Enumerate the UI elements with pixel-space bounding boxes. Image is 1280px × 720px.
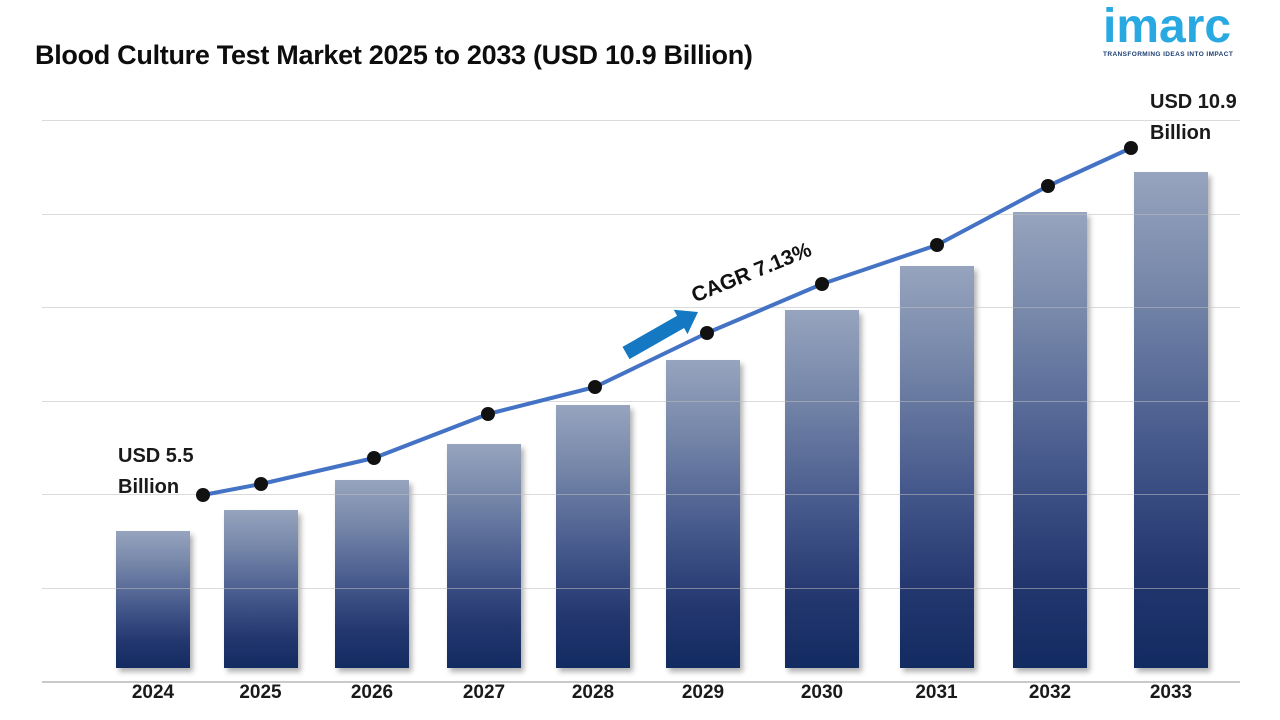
bar-2025 bbox=[223, 510, 298, 668]
start-value-label: USD 5.5 Billion bbox=[118, 441, 194, 503]
end-value-label: USD 10.9 Billion bbox=[1150, 87, 1237, 149]
bar-2030 bbox=[785, 310, 859, 668]
year-label-2028: 2028 bbox=[571, 682, 615, 703]
gridline-4 bbox=[42, 400, 1240, 402]
line-point-2026 bbox=[367, 451, 381, 465]
imarc-logo: imarc TRANSFORMING IDEAS INTO IMPACT bbox=[1103, 0, 1253, 58]
line-point-2031 bbox=[930, 238, 944, 252]
year-label-2024: 2024 bbox=[131, 682, 175, 703]
gridline-5 bbox=[42, 494, 1240, 495]
gridline-2 bbox=[42, 213, 1240, 215]
line-point-2025 bbox=[254, 477, 268, 491]
bar-2029 bbox=[666, 360, 740, 668]
bar-2027 bbox=[447, 444, 521, 668]
line-point-2028 bbox=[588, 380, 602, 394]
chart-title: Blood Culture Test Market 2025 to 2033 (… bbox=[35, 40, 753, 70]
imarc-logo-tagline: TRANSFORMING IDEAS INTO IMPACT bbox=[1103, 50, 1234, 58]
bar-2031 bbox=[899, 266, 974, 668]
year-label-2032: 2032 bbox=[1028, 682, 1072, 703]
imarc-logo-wordmark: imarc bbox=[1103, 0, 1232, 53]
line-point-2024 bbox=[196, 488, 210, 502]
year-label-2027: 2027 bbox=[462, 682, 506, 703]
bar-2024 bbox=[116, 531, 190, 668]
start-value-line2: Billion bbox=[118, 476, 180, 498]
gridline-1 bbox=[42, 120, 1240, 121]
bar-2033 bbox=[1134, 172, 1208, 668]
x-axis-line bbox=[42, 681, 1240, 683]
line-point-2033 bbox=[1124, 141, 1138, 155]
year-label-2026: 2026 bbox=[350, 682, 394, 703]
line-point-2030 bbox=[815, 277, 829, 291]
gridline-3 bbox=[42, 307, 1240, 308]
end-value-line1: USD 10.9 bbox=[1150, 91, 1237, 113]
year-label-2031: 2031 bbox=[915, 682, 958, 703]
gridline-6 bbox=[42, 587, 1240, 589]
growth-arrow-icon bbox=[622, 309, 698, 360]
trend-line bbox=[201, 146, 1133, 497]
line-point-2027 bbox=[481, 407, 495, 421]
year-label-2033: 2033 bbox=[1149, 682, 1193, 703]
line-point-2032 bbox=[1041, 179, 1055, 193]
end-value-line2: Billion bbox=[1150, 122, 1212, 144]
bar-2028 bbox=[556, 405, 630, 668]
year-label-2025: 2025 bbox=[239, 682, 282, 703]
bar-2026 bbox=[335, 480, 409, 668]
year-label-2029: 2029 bbox=[681, 682, 725, 703]
start-value-line1: USD 5.5 bbox=[118, 445, 194, 467]
bar-2032 bbox=[1013, 212, 1087, 668]
line-point-2029 bbox=[700, 326, 714, 340]
year-label-2030: 2030 bbox=[800, 682, 844, 703]
